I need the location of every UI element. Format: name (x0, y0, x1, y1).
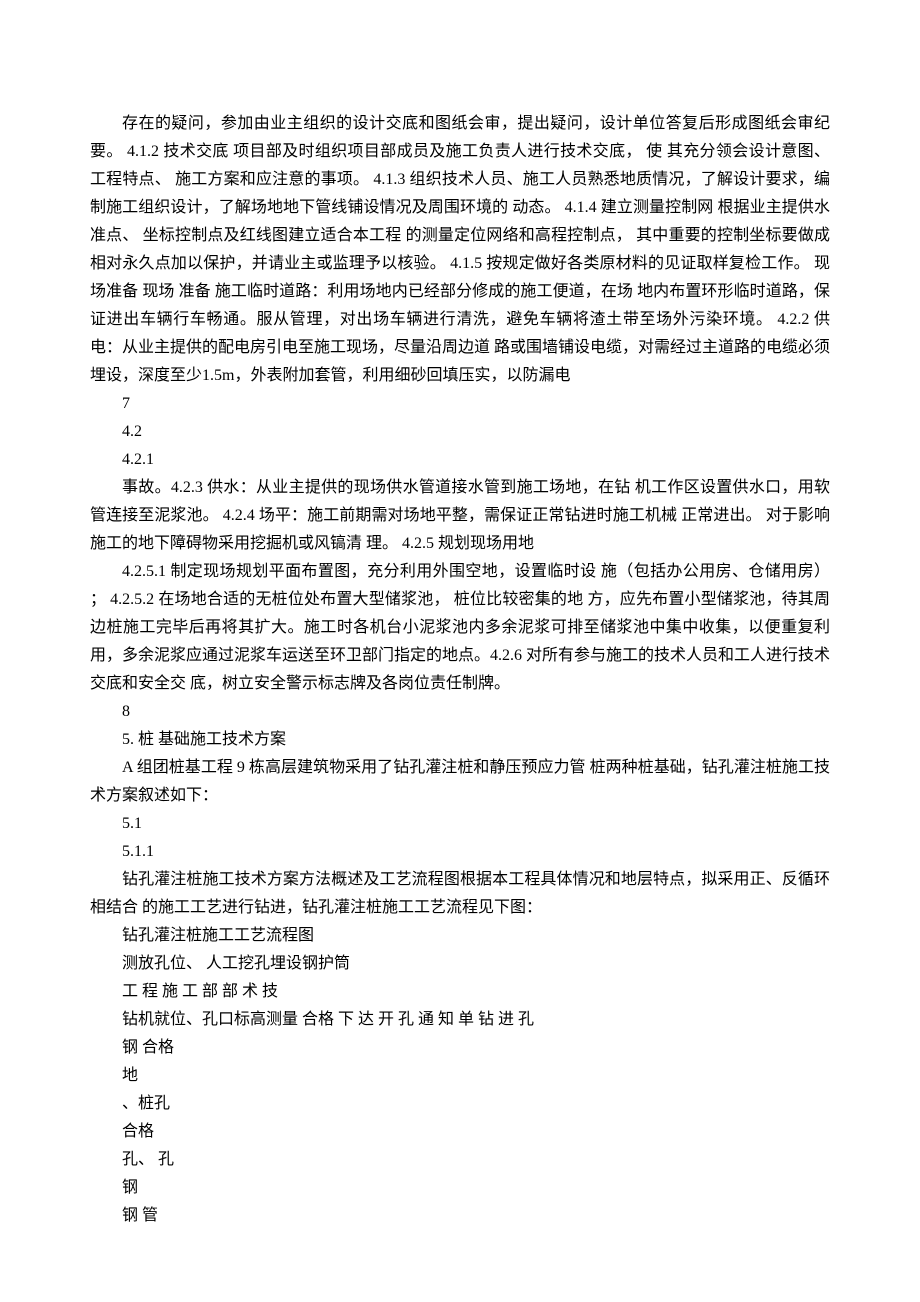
paragraph-4: A 组团桩基工程 9 栋高层建筑物采用了钻孔灌注桩和静压预应力管 桩两种桩基础，… (90, 754, 830, 810)
paragraph-1: 存在的疑问，参加由业主组织的设计交底和图纸会审，提出疑问，设计单位答复后形成图纸… (90, 110, 830, 390)
line-step-9: 钢 (90, 1174, 830, 1202)
line-step-4: 钢 合格 (90, 1034, 830, 1062)
line-step-8: 孔、 孔 (90, 1146, 830, 1174)
paragraph-3: 4.2.5.1 制定现场规划平面布置图，充分利用外围空地，设置临时设 施（包括办… (90, 558, 830, 698)
line-step-10: 钢 管 (90, 1202, 830, 1230)
line-4-2-1: 4.2.1 (90, 446, 830, 474)
line-step-2: 工 程 施 工 部 部 术 技 (90, 978, 830, 1006)
line-step-6: 、桩孔 (90, 1090, 830, 1118)
line-5-1: 5.1 (90, 810, 830, 838)
paragraph-2: 事故。4.2.3 供水：从业主提供的现场供水管道接水管到施工场地，在钻 机工作区… (90, 474, 830, 558)
line-5-title: 5. 桩 基础施工技术方案 (90, 726, 830, 754)
line-flowchart-title: 钻孔灌注桩施工工艺流程图 (90, 922, 830, 950)
line-step-7: 合格 (90, 1118, 830, 1146)
document-page: 存在的疑问，参加由业主组织的设计交底和图纸会审，提出疑问，设计单位答复后形成图纸… (0, 0, 920, 1290)
line-5-1-1: 5.1.1 (90, 838, 830, 866)
paragraph-5: 钻孔灌注桩施工技术方案方法概述及工艺流程图根据本工程具体情况和地层特点，拟采用正… (90, 866, 830, 922)
line-step-3: 钻机就位、孔口标高测量 合格 下 达 开 孔 通 知 单 钻 进 孔 (90, 1006, 830, 1034)
line-8: 8 (90, 698, 830, 726)
line-step-1: 测放孔位、 人工挖孔埋设钢护筒 (90, 950, 830, 978)
line-step-5: 地 (90, 1062, 830, 1090)
line-4-2: 4.2 (90, 418, 830, 446)
line-7: 7 (90, 390, 830, 418)
